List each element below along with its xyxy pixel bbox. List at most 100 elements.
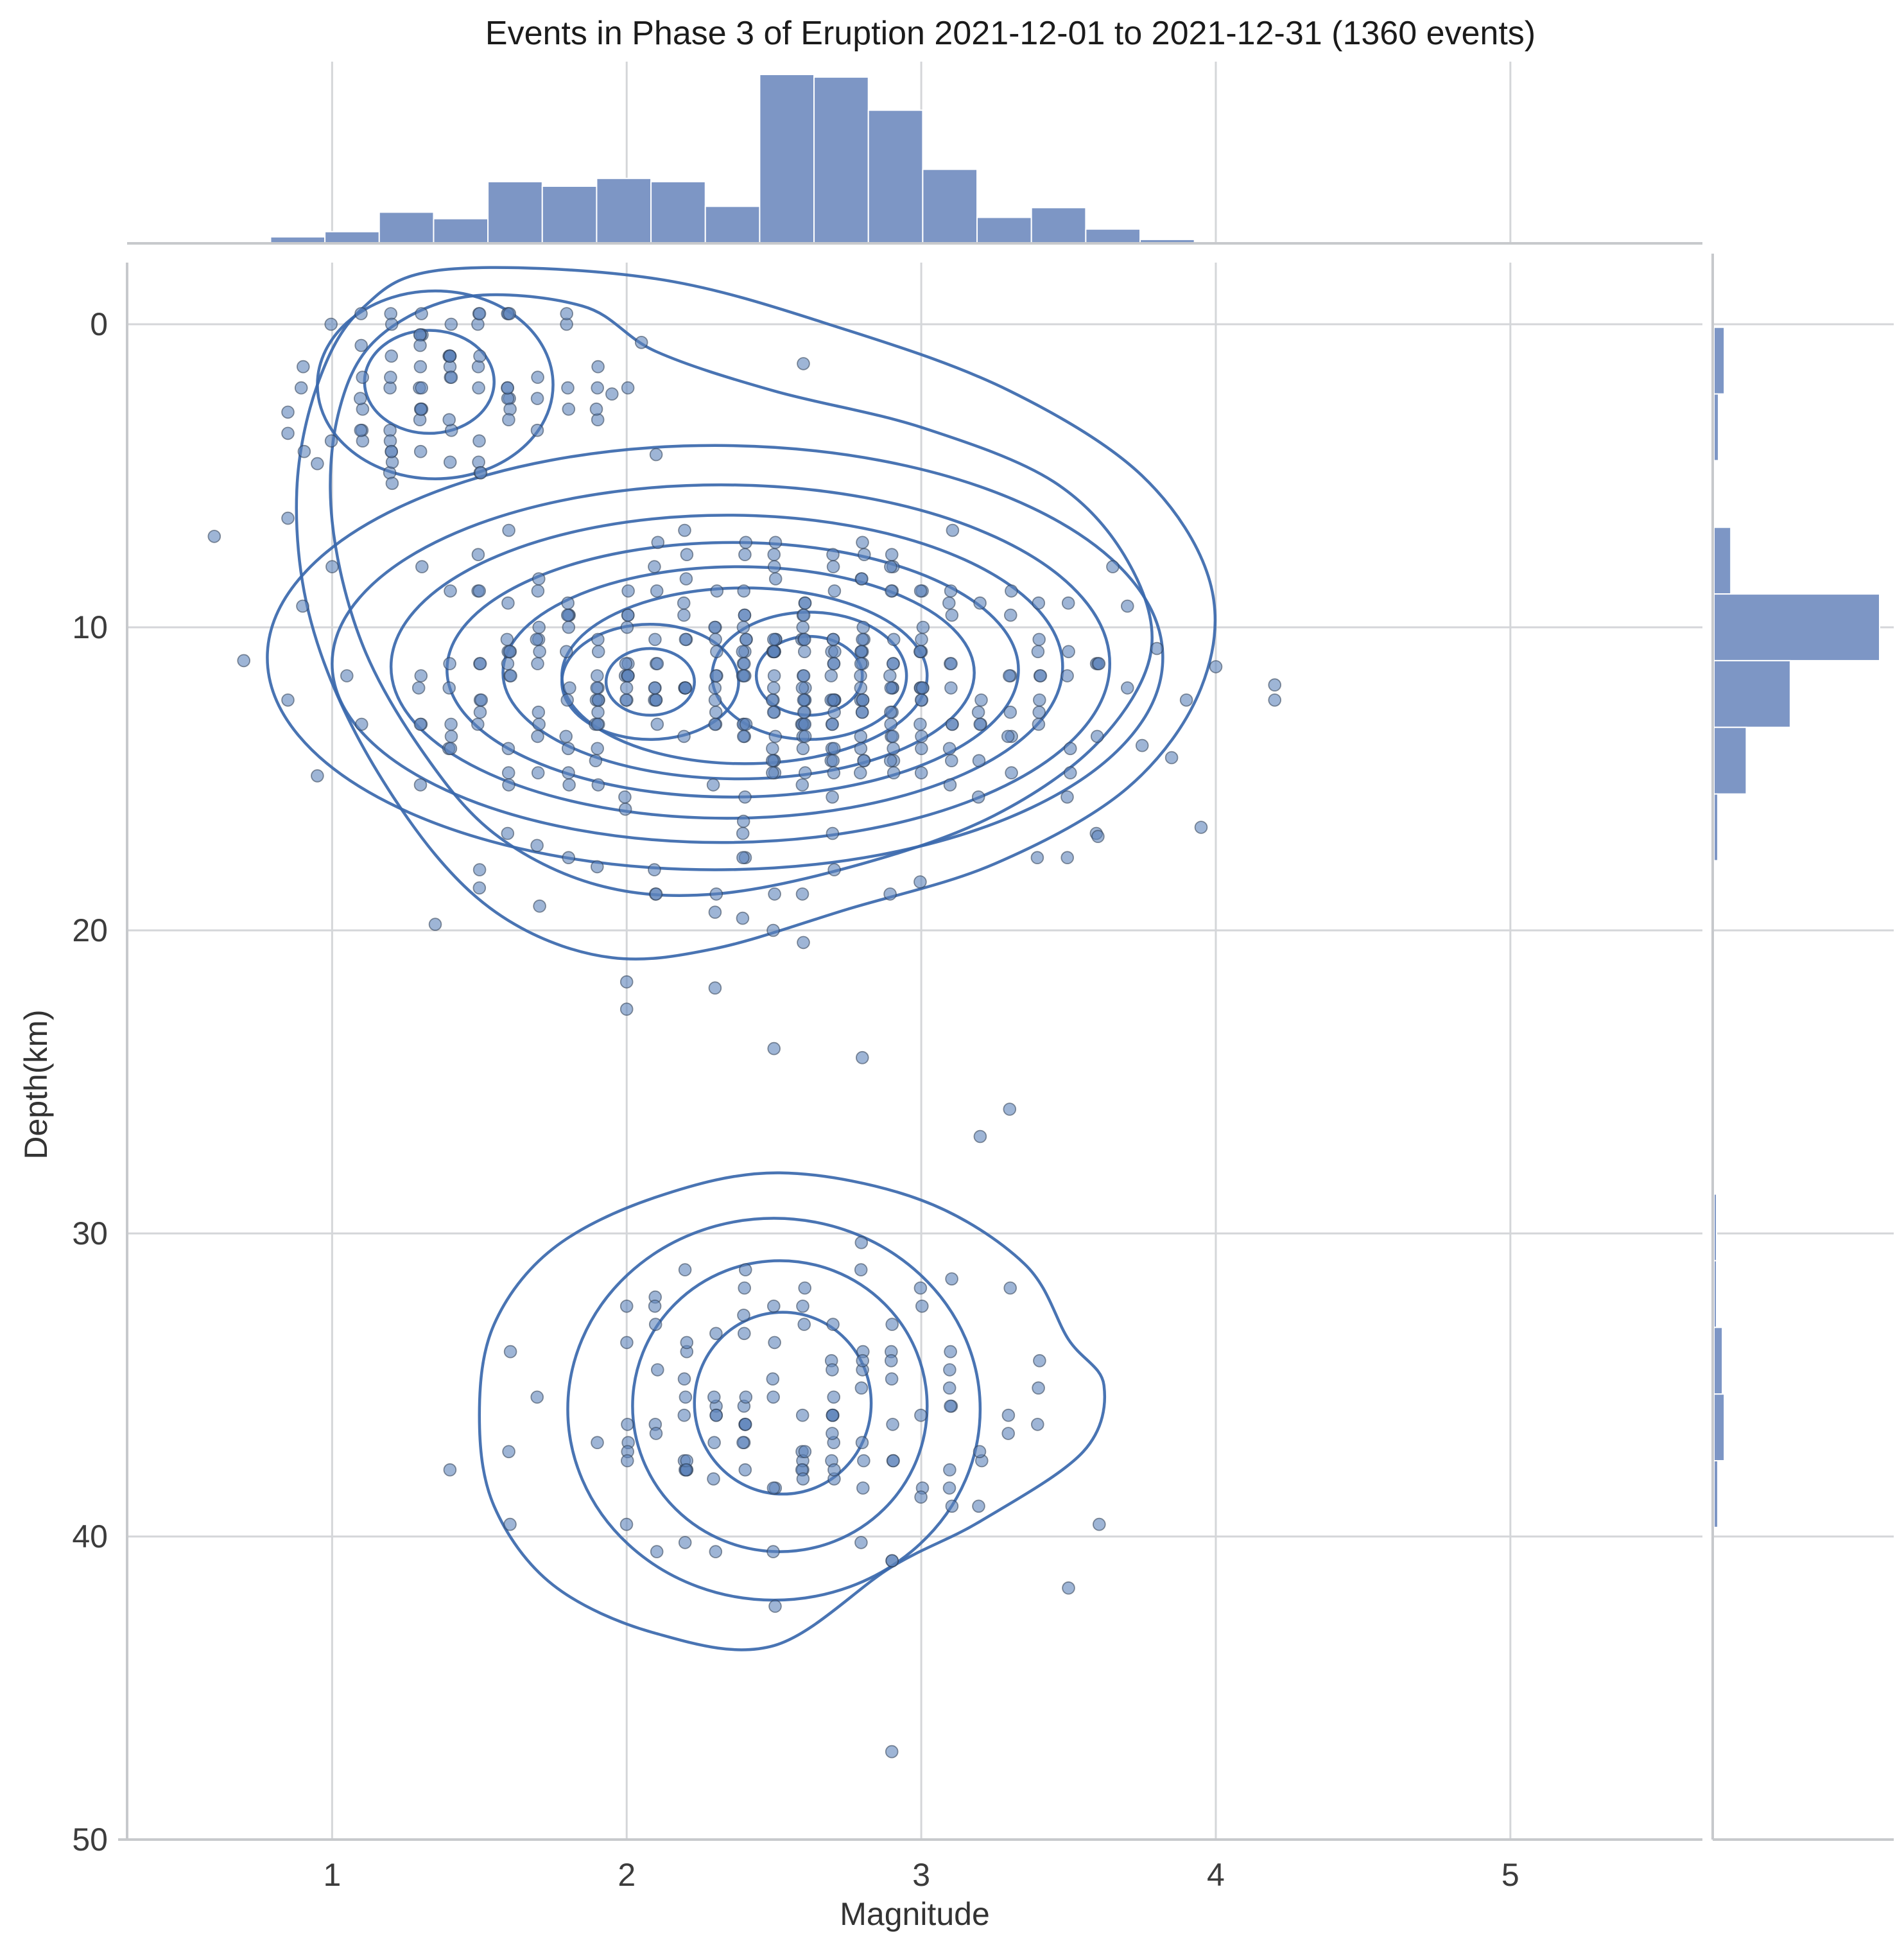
event-dot: [766, 1545, 780, 1558]
event-dot: [413, 717, 428, 731]
event-dot: [854, 657, 868, 670]
event-dot: [413, 444, 428, 458]
event-dot: [1001, 1408, 1016, 1422]
event-dot: [502, 778, 515, 792]
event-dot: [414, 669, 428, 683]
event-dot: [768, 1599, 782, 1613]
event-dot: [739, 1418, 752, 1431]
event-dot: [649, 887, 663, 901]
event-dot: [708, 681, 722, 695]
event-dot: [679, 632, 693, 647]
event-dot: [1062, 1581, 1075, 1595]
event-dot: [973, 1129, 987, 1144]
x-tick-label: 4: [1207, 1857, 1225, 1893]
event-dot: [854, 729, 868, 744]
event-dot: [736, 826, 750, 840]
event-dot: [795, 681, 809, 695]
contour-ring: [631, 1259, 929, 1553]
magnitude-hist-bar: [922, 168, 978, 244]
event-dot: [914, 693, 928, 707]
event-dot: [1064, 742, 1077, 756]
depth-hist-bar: [1713, 593, 1880, 661]
event-dot: [739, 632, 753, 647]
contour-ring: [331, 483, 1112, 844]
event-dot: [532, 620, 546, 634]
event-dot: [884, 717, 897, 731]
event-dot: [798, 729, 812, 744]
event-dot: [621, 381, 635, 395]
event-dot: [281, 405, 295, 419]
event-dot: [767, 560, 781, 573]
event-dot: [796, 620, 809, 634]
event-dot: [504, 669, 517, 683]
magnitude-hist-bar: [813, 76, 869, 245]
event-dot: [854, 645, 868, 659]
event-dot: [709, 1408, 723, 1422]
event-dot: [648, 1300, 662, 1313]
event-dot: [824, 669, 838, 683]
event-dot: [621, 584, 635, 598]
y-tick-label: 40: [72, 1519, 108, 1554]
depth-hist-bar: [1713, 726, 1747, 795]
event-dot: [971, 705, 985, 719]
event-dot: [621, 1418, 634, 1431]
event-dot: [501, 657, 515, 670]
event-dot: [591, 693, 605, 707]
event-dot: [795, 778, 809, 792]
event-dot: [856, 632, 869, 647]
magnitude-hist-bar: [433, 218, 489, 244]
depth-hist-bar: [1713, 659, 1791, 728]
magnitude-hist-bar: [324, 231, 380, 244]
event-dot: [679, 572, 693, 586]
event-dot: [945, 1272, 958, 1286]
event-dot: [385, 349, 398, 363]
event-dot: [883, 754, 897, 767]
event-dot: [650, 584, 664, 598]
event-dot: [884, 705, 897, 719]
event-dot: [736, 645, 750, 659]
event-dot: [324, 317, 338, 331]
event-dot: [915, 729, 928, 744]
event-dot: [885, 1745, 899, 1759]
event-dot: [473, 705, 487, 719]
event-dot: [913, 717, 927, 731]
event-dot: [354, 423, 368, 437]
event-dot: [1034, 669, 1048, 683]
event-dot: [739, 717, 753, 731]
contour-ring: [446, 541, 1020, 799]
event-dot: [827, 705, 841, 719]
chart-title: Events in Phase 3 of Eruption 2021-12-01…: [485, 15, 1536, 52]
event-dot: [648, 681, 662, 695]
event-dot: [562, 620, 576, 634]
contour-ring: [604, 647, 697, 717]
contour-ring: [389, 514, 1064, 820]
event-dot: [915, 742, 928, 756]
event-dot: [354, 338, 368, 353]
event-dot: [738, 1327, 751, 1341]
event-dot: [530, 1390, 544, 1404]
event-dot: [356, 434, 370, 448]
event-dot: [589, 402, 603, 416]
event-dot: [560, 307, 573, 320]
magnitude-hist-bar: [378, 211, 435, 245]
event-dot: [796, 1300, 809, 1313]
event-dot: [619, 1300, 634, 1313]
depth-hist-bar: [1713, 1393, 1726, 1462]
event-dot: [854, 1536, 868, 1549]
event-dot: [1032, 717, 1046, 731]
y-axis-label: Depth(km): [18, 1009, 54, 1160]
event-dot: [1268, 678, 1281, 692]
event-dot: [709, 1545, 723, 1558]
event-dot: [443, 1463, 457, 1477]
event-dot: [827, 1463, 841, 1477]
event-dot: [648, 560, 661, 573]
event-dot: [444, 729, 458, 744]
event-dot: [796, 742, 810, 756]
event-dot: [828, 645, 842, 659]
event-dot: [972, 754, 986, 767]
event-dot: [707, 1436, 721, 1450]
event-dot: [707, 1390, 721, 1404]
event-dot: [677, 729, 691, 744]
event-dot: [500, 632, 514, 647]
event-dot: [856, 1354, 869, 1368]
